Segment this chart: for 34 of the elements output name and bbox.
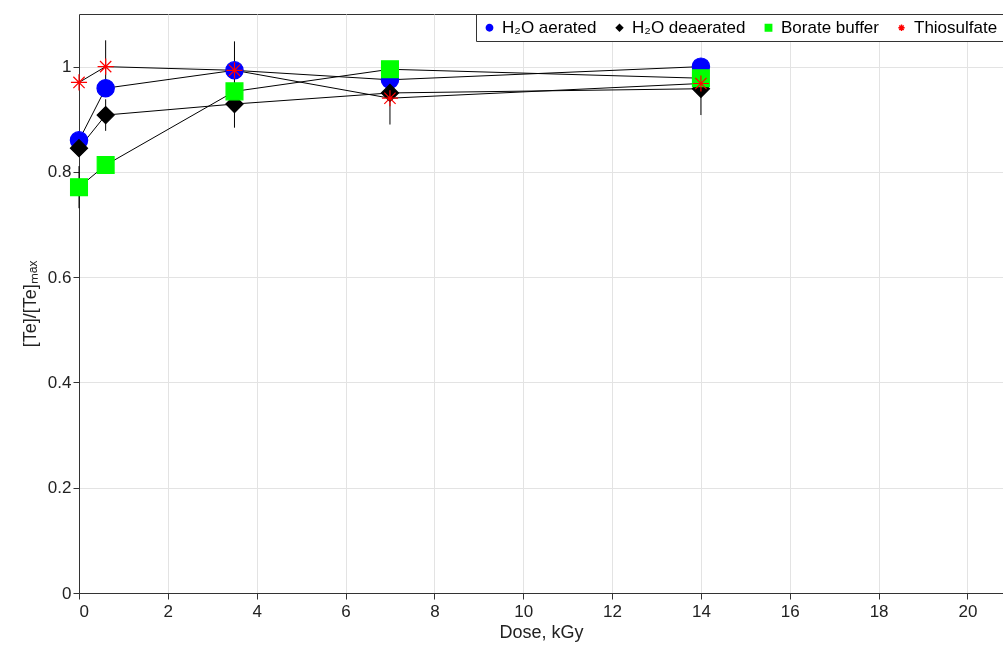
x-tick-label: 2	[163, 601, 174, 621]
y-tick-label: 0	[62, 583, 72, 603]
point	[96, 57, 115, 76]
x-tick-label: 4	[252, 601, 262, 621]
point	[380, 60, 399, 79]
point	[96, 156, 115, 175]
x-tick-label: 20	[958, 601, 978, 621]
x-tick-label: 12	[603, 601, 623, 621]
legend-label: H₂O deaerated	[632, 17, 746, 37]
point	[69, 139, 89, 158]
y-axis-title: [Te]/[Te]ₘₐₓ	[19, 260, 40, 348]
x-tick-label: 14	[691, 601, 711, 621]
x-tick-label: 10	[514, 601, 534, 621]
point	[69, 178, 89, 197]
point	[96, 105, 115, 125]
point	[225, 82, 244, 101]
point	[381, 89, 399, 107]
y-tick-label: 0.8	[47, 162, 72, 182]
y-tick-label: 0.4	[47, 372, 72, 392]
point	[96, 78, 115, 98]
x-tick-label: 18	[869, 601, 889, 621]
x-axis-title: Dose, kGy	[499, 621, 584, 642]
x-tick-label: 0	[79, 601, 89, 621]
legend-label: H₂O aerated	[502, 17, 597, 37]
legend-label: Thiosulfate	[914, 17, 998, 37]
y-tick-label: 0.6	[47, 267, 72, 287]
x-tick-label: 8	[430, 601, 440, 621]
y-tick-label: 0.2	[47, 478, 72, 498]
point	[692, 74, 710, 93]
x-tick-label: 6	[341, 601, 351, 621]
y-tick-label: 1	[62, 57, 72, 77]
legend-label: Borate buffer	[781, 17, 880, 37]
point	[70, 73, 88, 92]
x-tick-label: 16	[780, 601, 800, 621]
